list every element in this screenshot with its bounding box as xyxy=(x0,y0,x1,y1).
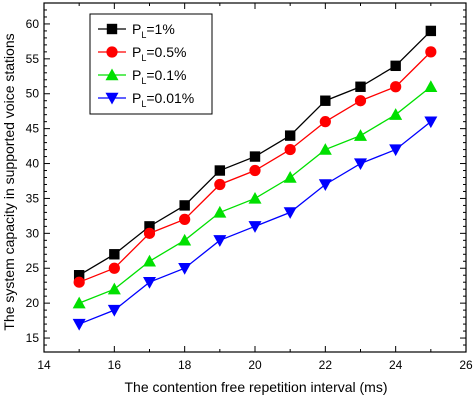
legend-label: PL=0.5% xyxy=(132,44,186,63)
x-tick-label: 26 xyxy=(459,358,473,372)
data-point xyxy=(143,277,156,289)
data-point xyxy=(425,46,437,58)
x-tick-label: 20 xyxy=(248,358,262,372)
y-tick-label: 15 xyxy=(26,331,40,345)
data-point xyxy=(284,143,296,156)
data-point xyxy=(389,144,403,157)
data-point xyxy=(424,80,438,92)
legend: PL=1% PL=0.5% PL=0.1% PL=0.01% xyxy=(89,13,213,115)
y-tick-label: 60 xyxy=(26,17,40,31)
data-point xyxy=(73,270,85,281)
y-tick-label: 30 xyxy=(26,226,40,240)
data-point xyxy=(178,263,192,275)
data-point xyxy=(318,179,332,191)
data-point xyxy=(248,191,262,204)
y-tick-label: 35 xyxy=(26,191,40,205)
data-point xyxy=(354,95,367,107)
data-point xyxy=(249,151,261,162)
legend-item: PL=0.01% xyxy=(98,90,194,109)
data-point xyxy=(144,221,155,232)
series-2 xyxy=(73,46,437,288)
ticks-group: 14 16 18 20 22 24 26 15 20 25 30 35 40 45 50 55 60 xyxy=(26,2,473,372)
y-tick-label: 40 xyxy=(26,157,40,171)
y-tick-label: 20 xyxy=(26,296,40,310)
x-tick-label: 16 xyxy=(108,358,122,372)
data-point xyxy=(319,116,331,128)
data-point xyxy=(107,304,121,317)
legend-label: PL=0.1% xyxy=(132,67,186,86)
x-tick-label: 24 xyxy=(389,358,403,372)
series-1 xyxy=(73,25,437,281)
x-tick-label: 18 xyxy=(178,358,192,372)
legend-marker xyxy=(106,23,118,35)
data-point xyxy=(283,171,297,183)
data-point xyxy=(283,207,297,219)
legend-item: PL=0.1% xyxy=(98,67,186,86)
legend-marker xyxy=(106,46,118,58)
data-point xyxy=(424,116,438,129)
data-point xyxy=(214,165,226,176)
y-tick-label: 50 xyxy=(26,87,40,101)
data-point xyxy=(72,318,86,331)
legend-label: PL=0.01% xyxy=(132,90,194,109)
data-point xyxy=(143,227,156,239)
data-point xyxy=(107,282,121,295)
legend-marker xyxy=(105,92,119,105)
x-tick-label: 22 xyxy=(319,358,333,372)
data-point xyxy=(143,254,156,267)
data-point xyxy=(390,81,402,93)
data-point xyxy=(73,276,85,288)
data-point xyxy=(72,296,86,309)
data-point xyxy=(214,178,226,191)
data-point xyxy=(318,143,332,155)
data-point xyxy=(320,95,331,106)
y-tick-label: 45 xyxy=(26,122,40,136)
y-tick-label: 55 xyxy=(26,52,40,66)
legend-marker xyxy=(105,68,119,81)
y-tick-label: 25 xyxy=(26,261,40,275)
data-point xyxy=(249,164,261,177)
data-point xyxy=(213,235,227,247)
series-group xyxy=(72,25,438,331)
data-point xyxy=(248,221,262,233)
data-point xyxy=(354,158,367,171)
data-point xyxy=(109,249,120,260)
legend-item: PL=1% xyxy=(98,21,175,40)
data-point xyxy=(179,213,191,225)
data-point xyxy=(284,130,296,141)
data-point xyxy=(179,200,190,211)
legend-label: PL=1% xyxy=(132,21,175,40)
x-tick-label: 14 xyxy=(37,358,51,372)
data-point xyxy=(389,108,403,120)
data-point xyxy=(213,205,227,218)
legend-item: PL=0.5% xyxy=(98,44,186,63)
data-point xyxy=(354,129,367,141)
data-point xyxy=(178,233,192,246)
data-point xyxy=(390,60,401,72)
series-3 xyxy=(72,80,438,309)
data-point xyxy=(108,262,120,274)
data-point xyxy=(355,81,366,92)
series-4 xyxy=(72,116,438,331)
y-axis-label: The system capacity in supported voice s… xyxy=(1,33,17,330)
data-point xyxy=(425,25,437,37)
x-axis-label: The contention free repetition interval … xyxy=(124,379,387,395)
